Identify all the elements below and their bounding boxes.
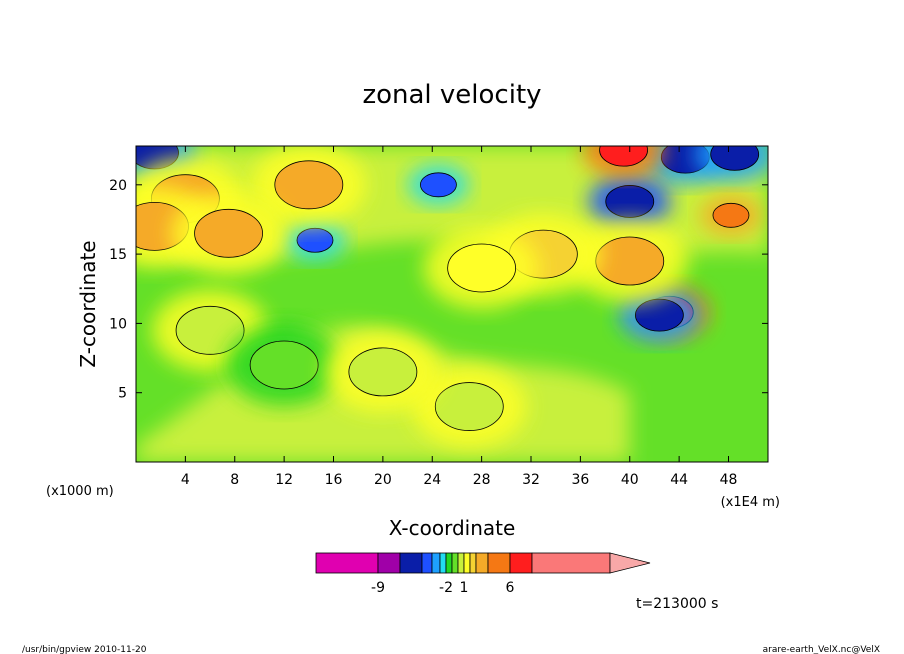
colorbar-segment [451,552,459,574]
x-tick-label: 20 [374,472,392,488]
field-blob [420,172,457,198]
x-tick-label: 28 [473,472,491,488]
y-axis-label: Z-coordinate [76,240,100,367]
y-tick-label: 5 [118,386,127,402]
x-tick-label: 4 [181,472,190,488]
x-tick-label: 8 [230,472,239,488]
x-tick-label: 24 [423,472,441,488]
field-blob [710,146,760,171]
x-tick-label: 48 [720,472,738,488]
colorbar-tick-label: 1 [460,580,469,596]
colorbar-tick-label: -2 [439,580,453,596]
x-tick-label: 12 [275,472,293,488]
colorbar-segment [399,552,423,574]
colorbar-segment [377,552,401,574]
x-axis-unit-left: (x1000 m) [46,484,114,499]
x-axis-label: X-coordinate [389,516,516,540]
field-blob [595,236,665,286]
field-blob [175,305,245,355]
colorbar-segment [463,552,471,574]
x-tick-label: 40 [621,472,639,488]
field-blob [712,202,750,228]
colorbar-tick-label: 6 [506,580,515,596]
field-blob [599,146,648,167]
field-blob [447,243,517,293]
contour-field [136,146,768,462]
y-tick-label: 15 [109,247,127,263]
colorbar-segment [509,552,533,574]
footer-right: arare-earth_VelX.nc@VelX [763,645,880,654]
colorbar-segment [469,552,477,574]
field-blob [634,298,684,332]
field-blob [194,208,263,258]
field-blob [249,340,319,390]
y-tick-label: 10 [109,316,127,332]
colorbar-tick-label: -9 [371,580,385,596]
colorbar-overflow-arrow [609,552,651,574]
x-tick-label: 36 [571,472,589,488]
colorbar-segment [315,552,379,574]
x-tick-label: 44 [670,472,688,488]
colorbar-segment [445,552,453,574]
colorbar-segment [421,552,433,574]
plot-frame [135,145,769,463]
field-blob [605,185,655,218]
field-blob [274,160,344,210]
colorbar-segment [475,552,489,574]
field-blob [296,227,334,253]
y-axis: 5 10 15 20 [109,178,768,402]
colorbar-segment [431,552,441,574]
chart-title: zonal velocity [362,80,541,110]
colorbar-segment [531,552,611,574]
footer-left: /usr/bin/gpview 2010-11-20 [22,645,147,654]
colorbar-segment [487,552,511,574]
field-blob [348,347,418,397]
colorbar-segment [457,552,465,574]
y-tick-label: 20 [109,178,127,194]
field-blob [434,382,504,431]
x-tick-label: 16 [325,472,343,488]
colorbar: -9 -2 1 6 [315,552,651,596]
x-tick-label: 32 [522,472,540,488]
colorbar-segment [439,552,447,574]
time-annotation: t=213000 s [636,596,718,612]
x-axis-unit-right: (x1E4 m) [721,495,780,510]
x-axis: 4 8 12 16 20 24 28 32 36 40 44 48 [181,146,738,488]
